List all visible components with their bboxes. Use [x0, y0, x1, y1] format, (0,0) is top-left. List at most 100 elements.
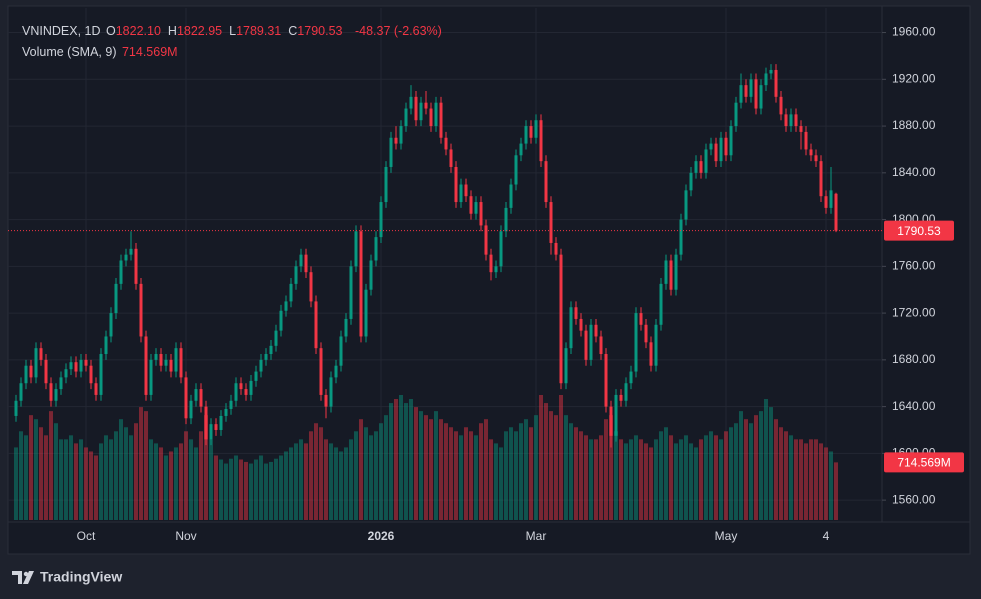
candle-body	[404, 108, 408, 127]
volume-bar	[804, 443, 808, 520]
candle-body	[149, 359, 153, 395]
volume-bar	[209, 439, 213, 520]
candles	[14, 64, 838, 448]
candle-body	[434, 102, 438, 127]
volume-bar	[79, 439, 83, 520]
volume-bar	[344, 447, 348, 520]
candle-body	[174, 348, 178, 372]
candle-body	[604, 354, 608, 407]
candle-body	[219, 415, 223, 430]
candle-body	[459, 184, 463, 203]
candle-body	[389, 137, 393, 167]
volume-bar	[394, 399, 398, 520]
volume	[14, 395, 838, 520]
volume-bar	[414, 407, 418, 520]
candle-body	[824, 196, 828, 208]
candle-body	[664, 260, 668, 284]
candle-body	[424, 102, 428, 109]
volume-bar	[794, 439, 798, 520]
volume-bar	[694, 447, 698, 520]
volume-bar	[224, 463, 228, 520]
volume-bar	[59, 439, 63, 520]
volume-bar	[439, 419, 443, 520]
candle-body	[364, 289, 368, 337]
volume-bar	[234, 455, 238, 520]
candle-body	[244, 389, 248, 395]
volume-badge	[884, 452, 964, 473]
candle-body	[39, 348, 43, 360]
volume-bar	[529, 427, 533, 520]
candle-body	[484, 225, 488, 255]
candle-body	[439, 102, 443, 138]
y-tick-label: 1760.00	[892, 259, 936, 273]
candle-body	[144, 336, 148, 395]
volume-bar	[614, 431, 618, 520]
volume-bar	[654, 439, 658, 520]
candle-body	[314, 301, 318, 349]
candle-body	[44, 359, 48, 384]
candle-body	[799, 126, 803, 132]
candle-body	[789, 114, 793, 127]
volume-bar	[144, 411, 148, 520]
candle-body	[54, 389, 58, 401]
volume-bar	[649, 447, 653, 520]
candle-body	[259, 359, 263, 372]
volume-bar	[659, 431, 663, 520]
candle-body	[354, 231, 358, 267]
volume-bar	[389, 403, 393, 520]
volume-bar	[259, 455, 263, 520]
candle-body	[164, 359, 168, 366]
volume-bar	[734, 423, 738, 520]
candle-body	[504, 207, 508, 232]
volume-bar	[419, 411, 423, 520]
volume-bar	[834, 462, 838, 520]
legend-value: 1822.10	[115, 24, 161, 38]
candle-body	[519, 143, 523, 156]
volume-bar	[174, 447, 178, 520]
volume-bar	[789, 435, 793, 520]
candle-body	[254, 371, 258, 381]
volume-legend: Volume (SMA, 9) 714.569M	[22, 45, 180, 59]
y-tick-label: 1680.00	[892, 352, 936, 366]
candle-body	[724, 137, 728, 156]
legend-key: C	[288, 24, 298, 38]
candle-body	[419, 102, 423, 121]
volume-bar	[554, 415, 558, 520]
x-tick-label: Mar	[526, 529, 547, 543]
candle-body	[169, 359, 173, 372]
volume-bar	[664, 427, 668, 520]
candle-body	[559, 254, 563, 384]
volume-bar	[504, 431, 508, 520]
volume-bar	[49, 411, 53, 520]
candle-body	[754, 79, 758, 109]
volume-bar	[814, 439, 818, 520]
candle-body	[444, 137, 448, 150]
candle-body	[34, 348, 38, 378]
volume-bar	[589, 439, 593, 520]
candle-body	[594, 324, 598, 337]
candle-body	[474, 202, 478, 214]
candle-body	[94, 383, 98, 395]
candle-body	[609, 406, 613, 436]
candle-body	[509, 184, 513, 208]
volume-bar	[14, 447, 18, 520]
candle-body	[19, 383, 23, 401]
candle-body	[269, 345, 273, 355]
volume-bar	[219, 459, 223, 520]
volume-bar	[24, 435, 28, 520]
candle-body	[579, 318, 583, 331]
candle-body	[494, 266, 498, 273]
volume-bar	[514, 431, 518, 520]
candle-body	[209, 424, 213, 440]
volume-bar	[379, 423, 383, 520]
volume-bar	[164, 455, 168, 520]
volume-bar	[289, 447, 293, 520]
volume-bar	[469, 431, 473, 520]
candle-body	[584, 330, 588, 360]
candle-body	[699, 161, 703, 173]
volume-bar	[189, 439, 193, 520]
candle-body	[819, 161, 823, 197]
volume-bar	[639, 439, 643, 520]
change: -48.37 (-2.63%)	[354, 24, 442, 38]
